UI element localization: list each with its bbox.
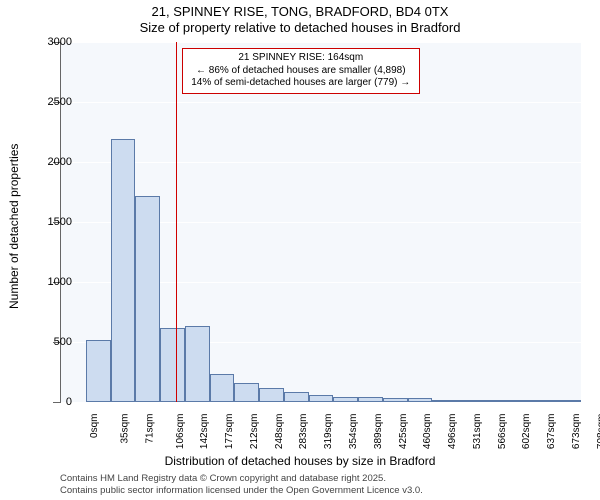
histogram-bar <box>457 400 482 402</box>
footer-attribution: Contains HM Land Registry data © Crown c… <box>60 473 423 496</box>
histogram-bar <box>309 395 334 402</box>
grid-line <box>61 42 581 43</box>
y-axis-title: Number of detached properties <box>7 144 21 309</box>
x-tick-label: 212sqm <box>249 414 260 450</box>
histogram-bar <box>383 398 408 402</box>
histogram-bar <box>408 398 433 402</box>
histogram-bar <box>432 400 457 402</box>
y-tick-label: 1000 <box>48 276 72 288</box>
histogram-bar <box>284 392 309 402</box>
marker-line <box>176 42 177 402</box>
chart-title-line1: 21, SPINNEY RISE, TONG, BRADFORD, BD4 0T… <box>0 4 600 19</box>
chart-container: 21, SPINNEY RISE, TONG, BRADFORD, BD4 0T… <box>0 0 600 500</box>
y-tick-label: 3000 <box>48 36 72 48</box>
histogram-bar <box>111 139 136 402</box>
annotation-line1: 21 SPINNEY RISE: 164sqm <box>188 52 414 65</box>
x-tick-label: 602sqm <box>521 414 532 450</box>
y-tick-label: 0 <box>66 396 72 408</box>
histogram-bar <box>358 397 383 402</box>
x-tick-label: 71sqm <box>144 414 155 444</box>
histogram-bar <box>234 383 259 402</box>
histogram-bar <box>160 328 185 402</box>
x-tick-label: 496sqm <box>447 414 458 450</box>
histogram-bar <box>259 388 284 402</box>
footer-line1: Contains HM Land Registry data © Crown c… <box>60 473 423 484</box>
x-tick-label: 283sqm <box>299 414 310 450</box>
histogram-bar <box>135 196 160 402</box>
histogram-bar <box>210 374 235 402</box>
histogram-bar <box>185 326 210 402</box>
x-tick-label: 637sqm <box>546 414 557 450</box>
annotation-line3: 14% of semi-detached houses are larger (… <box>188 77 414 90</box>
grid-line <box>61 102 581 103</box>
x-tick-label: 0sqm <box>89 414 100 438</box>
x-axis-title: Distribution of detached houses by size … <box>0 454 600 468</box>
x-tick-label: 354sqm <box>348 414 359 450</box>
histogram-bar <box>86 340 111 402</box>
histogram-bar <box>556 400 581 402</box>
x-tick-label: 35sqm <box>120 414 131 444</box>
marker-annotation: 21 SPINNEY RISE: 164sqm← 86% of detached… <box>182 48 420 94</box>
footer-line2: Contains public sector information licen… <box>60 485 423 496</box>
grid-line <box>61 402 581 403</box>
annotation-line2: ← 86% of detached houses are smaller (4,… <box>188 65 414 78</box>
x-tick-label: 319sqm <box>323 414 334 450</box>
x-tick-label: 142sqm <box>200 414 211 450</box>
y-tick-label: 1500 <box>48 216 72 228</box>
x-tick-label: 177sqm <box>224 414 235 450</box>
y-tick-label: 500 <box>54 336 72 348</box>
x-tick-label: 389sqm <box>373 414 384 450</box>
y-tick <box>53 402 61 403</box>
histogram-bar <box>333 397 358 402</box>
histogram-bar <box>482 400 507 402</box>
x-tick-label: 460sqm <box>422 414 433 450</box>
histogram-bar <box>507 400 532 402</box>
grid-line <box>61 162 581 163</box>
x-tick-label: 425sqm <box>398 414 409 450</box>
y-tick-label: 2500 <box>48 96 72 108</box>
histogram-bar <box>531 400 556 402</box>
chart-title-line2: Size of property relative to detached ho… <box>0 20 600 35</box>
x-tick-label: 248sqm <box>274 414 285 450</box>
plot-area: 21 SPINNEY RISE: 164sqm← 86% of detached… <box>60 42 581 403</box>
x-tick-label: 673sqm <box>571 414 582 450</box>
x-tick-label: 708sqm <box>596 414 600 450</box>
y-tick-label: 2000 <box>48 156 72 168</box>
x-tick-label: 106sqm <box>175 414 186 450</box>
x-tick-label: 566sqm <box>497 414 508 450</box>
x-tick-label: 531sqm <box>472 414 483 450</box>
